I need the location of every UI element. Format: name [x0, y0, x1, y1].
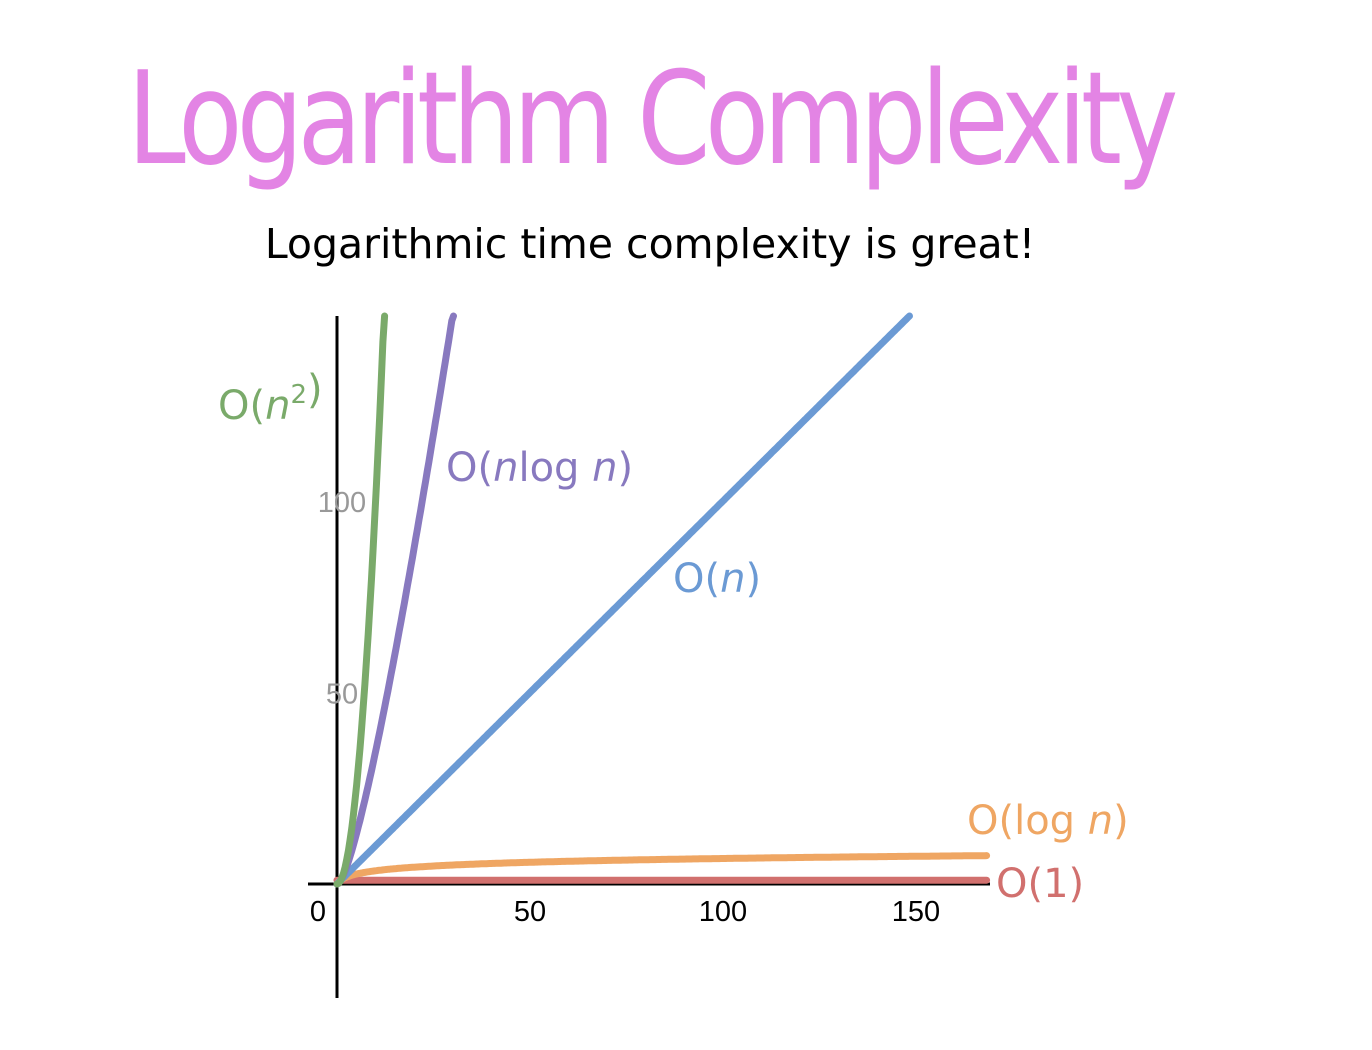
- y-tick-label-50: 50: [326, 679, 358, 711]
- page-title: Logarithm Complexity: [127, 45, 1178, 194]
- x-tick-label-50: 50: [514, 896, 546, 928]
- series-line-o-n2: [333, 312, 389, 888]
- y-tick-label-100: 100: [318, 487, 366, 519]
- series-line-o-n: [333, 312, 913, 888]
- series-label-o-log-n: O(log n): [967, 798, 1129, 844]
- series-line-o-log-n: [333, 852, 991, 888]
- series-label-o-1: O(1): [996, 861, 1084, 907]
- series-label-o-n2: O(n2): [218, 367, 323, 429]
- origin-tick-label: 0: [310, 896, 326, 928]
- series-line-o-nlog-n: [333, 312, 457, 888]
- page-subtitle: Logarithmic time complexity is great!: [264, 220, 1036, 268]
- series-label-o-n: O(n): [673, 556, 761, 602]
- x-tick-label-100: 100: [699, 896, 747, 928]
- series-label-o-nlog-n: O(nlog n): [446, 445, 633, 491]
- x-tick-label-150: 150: [892, 896, 940, 928]
